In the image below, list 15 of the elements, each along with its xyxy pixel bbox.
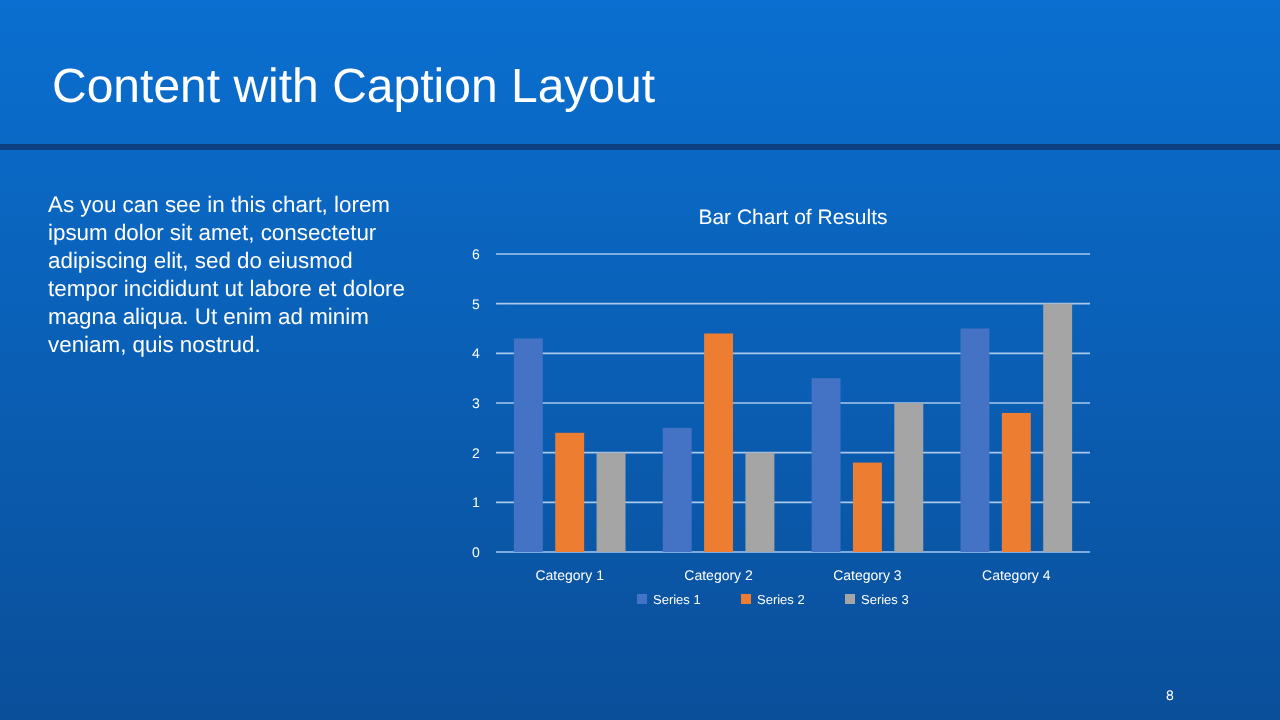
bar: [894, 403, 924, 552]
bar: [704, 333, 734, 552]
bar: [513, 338, 543, 552]
bar: [745, 452, 775, 552]
bar: [1001, 412, 1031, 552]
bar: [1043, 303, 1073, 552]
bar: [555, 432, 585, 552]
chart-title: Bar Chart of Results: [698, 206, 888, 230]
bar: [662, 427, 692, 552]
bar: [852, 462, 882, 552]
bar: [596, 452, 626, 552]
text: Content with Caption Layout: [52, 60, 656, 114]
text: As you can see in this chart, lorem ipsum dolor sit amet, consectetur adipiscing elit, sed do eiusmod tempor incididunt ut labore et dolore magna aliqua. Ut enim ad minim veniam, quis nostrud.: [48, 192, 407, 360]
bar: [811, 378, 841, 552]
bar: [960, 328, 990, 552]
